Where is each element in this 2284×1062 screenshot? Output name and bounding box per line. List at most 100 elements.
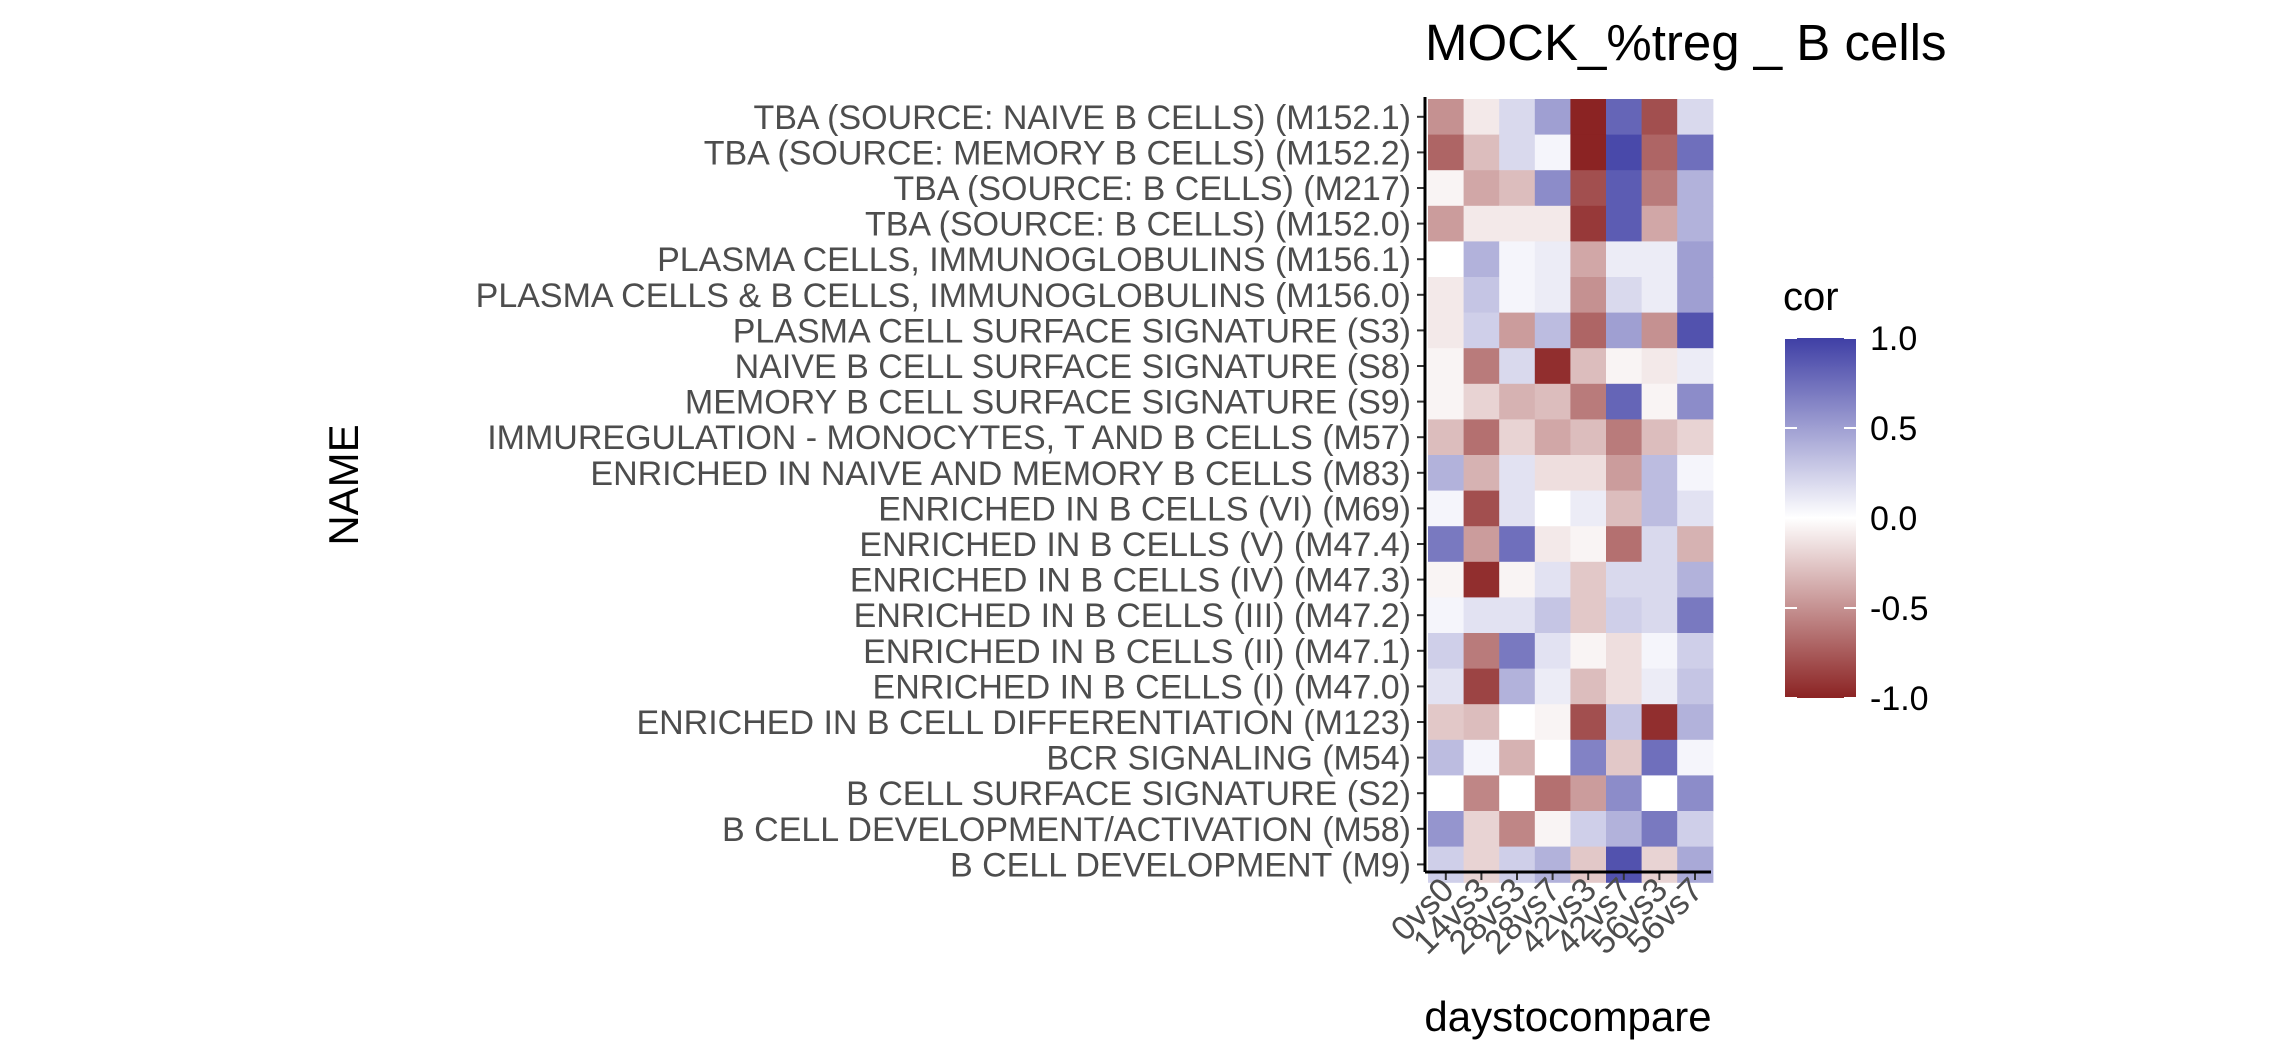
heatmap-cell [1499, 811, 1536, 848]
heatmap-cell [1534, 704, 1571, 741]
y-tick-label: NAIVE B CELL SURFACE SIGNATURE (S8) [735, 348, 1411, 386]
heatmap-cell [1499, 775, 1536, 812]
heatmap-cells [1428, 99, 1714, 883]
heatmap-cell [1499, 383, 1536, 420]
heatmap-cell [1534, 739, 1571, 776]
heatmap-cell [1677, 561, 1714, 598]
heatmap-cell [1606, 99, 1643, 136]
legend-title: cor [1783, 275, 1839, 319]
legend-ticks: 1.0 0.5 0.0 -0.5 -1.0 [1785, 320, 1929, 718]
heatmap-cell [1463, 561, 1500, 598]
heatmap-cell [1428, 704, 1465, 741]
heatmap-cell [1499, 99, 1536, 136]
heatmap-cell [1677, 383, 1714, 420]
heatmap-cell [1677, 419, 1714, 456]
heatmap-cell [1677, 811, 1714, 848]
heatmap-cell [1606, 455, 1643, 492]
heatmap-cell [1428, 205, 1465, 242]
heatmap-cell [1677, 99, 1714, 136]
heatmap-cell [1463, 241, 1500, 278]
heatmap-cell [1606, 704, 1643, 741]
heatmap-cell [1570, 597, 1607, 634]
heatmap-cell [1641, 170, 1678, 207]
heatmap-cell [1463, 348, 1500, 385]
heatmap-cell [1641, 668, 1678, 705]
heatmap-cell [1463, 597, 1500, 634]
heatmap-cell [1677, 241, 1714, 278]
heatmap-cell [1534, 99, 1571, 136]
heatmap-cell [1428, 633, 1465, 670]
heatmap-cell [1677, 775, 1714, 812]
y-tick-labels: TBA (SOURCE: NAIVE B CELLS) (M152.1)TBA … [476, 99, 1411, 885]
heatmap-cell [1463, 668, 1500, 705]
heatmap-cell [1534, 633, 1571, 670]
x-axis-title: daystocompare [1424, 993, 1711, 1040]
heatmap-cell [1534, 455, 1571, 492]
y-tick-label: PLASMA CELLS & B CELLS, IMMUNOGLOBULINS … [476, 277, 1411, 315]
heatmap-cell [1534, 668, 1571, 705]
legend-tick-label: 1.0 [1870, 320, 1917, 358]
heatmap-cell [1499, 597, 1536, 634]
heatmap-cell [1641, 99, 1678, 136]
heatmap-cell [1534, 134, 1571, 171]
heatmap-cell [1570, 99, 1607, 136]
heatmap-cell [1677, 739, 1714, 776]
heatmap-cell [1606, 205, 1643, 242]
heatmap-cell [1499, 205, 1536, 242]
chart-title: MOCK_%treg _ B cells [1425, 14, 1947, 71]
heatmap-cell [1499, 277, 1536, 314]
heatmap-cell [1641, 383, 1678, 420]
heatmap-cell [1606, 170, 1643, 207]
y-tick-label: B CELL SURFACE SIGNATURE (S2) [846, 775, 1411, 813]
heatmap-cell [1641, 561, 1678, 598]
heatmap-cell [1677, 205, 1714, 242]
heatmap-cell [1570, 526, 1607, 563]
heatmap-cell [1677, 490, 1714, 527]
heatmap-cell [1570, 490, 1607, 527]
heatmap-cell [1463, 775, 1500, 812]
y-tick-label: ENRICHED IN B CELL DIFFERENTIATION (M123… [636, 704, 1411, 742]
y-tick-label: TBA (SOURCE: MEMORY B CELLS) (M152.2) [704, 134, 1411, 172]
heatmap-cell [1463, 99, 1500, 136]
heatmap-cell [1534, 811, 1571, 848]
y-tick-label: TBA (SOURCE: B CELLS) (M152.0) [865, 206, 1411, 244]
heatmap-cell [1463, 383, 1500, 420]
heatmap-cell [1499, 455, 1536, 492]
heatmap-cell [1463, 170, 1500, 207]
heatmap-cell [1534, 241, 1571, 278]
heatmap-cell [1570, 633, 1607, 670]
heatmap-cell [1606, 739, 1643, 776]
y-tick-label: PLASMA CELL SURFACE SIGNATURE (S3) [733, 312, 1411, 350]
heatmap-cell [1428, 739, 1465, 776]
heatmap-cell [1463, 455, 1500, 492]
heatmap-cell [1534, 348, 1571, 385]
heatmap-cell [1570, 419, 1607, 456]
y-tick-label: ENRICHED IN B CELLS (I) (M47.0) [873, 668, 1411, 706]
y-tick-label: TBA (SOURCE: B CELLS) (M217) [893, 170, 1411, 208]
heatmap-cell [1534, 561, 1571, 598]
heatmap-cell [1570, 455, 1607, 492]
color-legend: cor 1.0 0.5 0.0 -0.5 -1.0 [1783, 275, 1929, 718]
heatmap-cell [1606, 383, 1643, 420]
heatmap-cell [1606, 811, 1643, 848]
heatmap-cell [1641, 205, 1678, 242]
heatmap-cell [1499, 668, 1536, 705]
heatmap-cell [1606, 241, 1643, 278]
heatmap-cell [1463, 739, 1500, 776]
heatmap-cell [1463, 526, 1500, 563]
heatmap-cell [1428, 170, 1465, 207]
heatmap-cell [1641, 775, 1678, 812]
heatmap-cell [1499, 633, 1536, 670]
heatmap-cell [1570, 348, 1607, 385]
heatmap-cell [1534, 597, 1571, 634]
heatmap-cell [1677, 348, 1714, 385]
heatmap-cell [1606, 668, 1643, 705]
heatmap-cell [1428, 134, 1465, 171]
heatmap-cell [1499, 704, 1536, 741]
heatmap-cell [1428, 419, 1465, 456]
y-tick-label: ENRICHED IN B CELLS (IV) (M47.3) [850, 562, 1411, 600]
heatmap-cell [1641, 633, 1678, 670]
heatmap-cell [1677, 704, 1714, 741]
y-tick-label: ENRICHED IN NAIVE AND MEMORY B CELLS (M8… [590, 455, 1411, 493]
heatmap-cell [1463, 704, 1500, 741]
